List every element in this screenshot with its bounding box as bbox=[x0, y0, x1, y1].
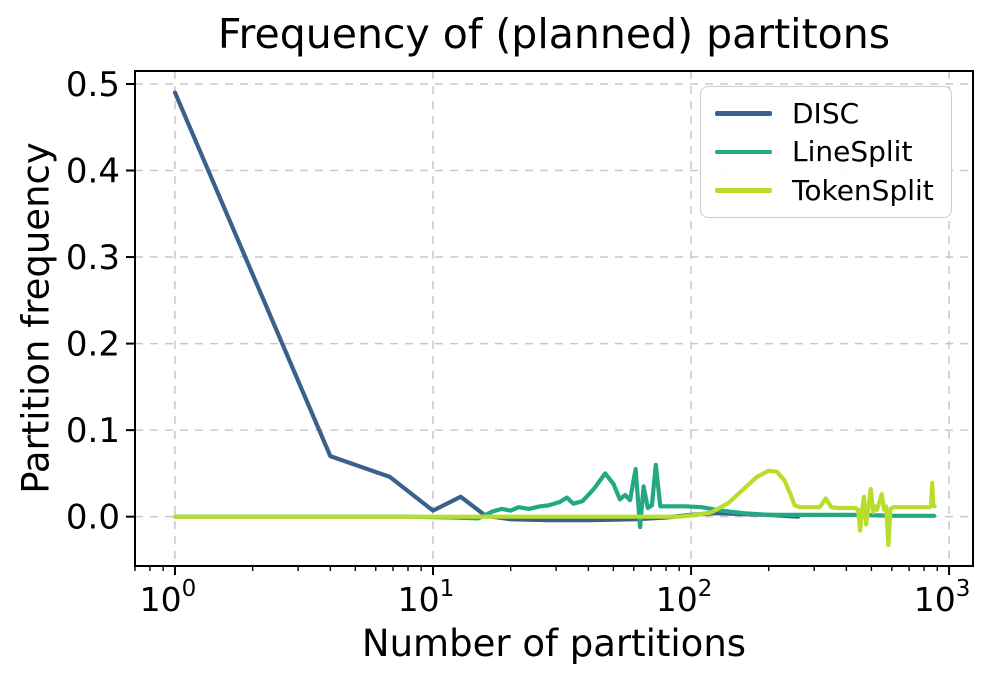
legend-label: DISC bbox=[792, 96, 860, 130]
plot-frame bbox=[134, 70, 974, 567]
legend-label: TokenSplit bbox=[792, 173, 934, 207]
x-tick-label: 102 bbox=[656, 576, 713, 619]
y-axis-label: Partition frequency bbox=[14, 142, 58, 494]
legend-swatch bbox=[715, 149, 772, 155]
y-tick-label: 0.4 bbox=[66, 152, 120, 192]
series-line-tokensplit bbox=[172, 468, 937, 548]
x-tick-label: 103 bbox=[914, 576, 971, 619]
y-tick-label: 0.2 bbox=[66, 325, 120, 365]
legend-item-disc: DISC bbox=[701, 96, 951, 130]
x-axis-label: Number of partitions bbox=[361, 622, 747, 665]
y-tick-label: 0.3 bbox=[66, 238, 120, 278]
y-tick-label: 0.1 bbox=[66, 411, 120, 451]
x-tick-label: 100 bbox=[140, 576, 197, 619]
y-tick-label: 0.5 bbox=[66, 65, 120, 105]
x-tick-label: 101 bbox=[398, 576, 455, 619]
legend-item-linesplit: LineSplit bbox=[701, 138, 951, 166]
chart-title: Frequency of (planned) partitons bbox=[217, 10, 891, 58]
legend-item-tokensplit: TokenSplit bbox=[701, 173, 951, 207]
legend-label: LineSplit bbox=[792, 135, 913, 168]
legend: DISC LineSplit TokenSplit bbox=[700, 86, 952, 218]
legend-swatch bbox=[715, 188, 772, 193]
legend-swatch bbox=[715, 111, 772, 116]
y-tick-label: 0.0 bbox=[66, 498, 120, 538]
